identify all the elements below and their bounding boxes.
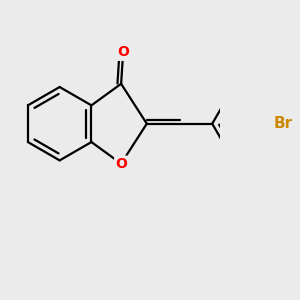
Text: O: O: [115, 157, 127, 171]
Text: O: O: [117, 45, 129, 59]
Text: Br: Br: [274, 116, 293, 131]
